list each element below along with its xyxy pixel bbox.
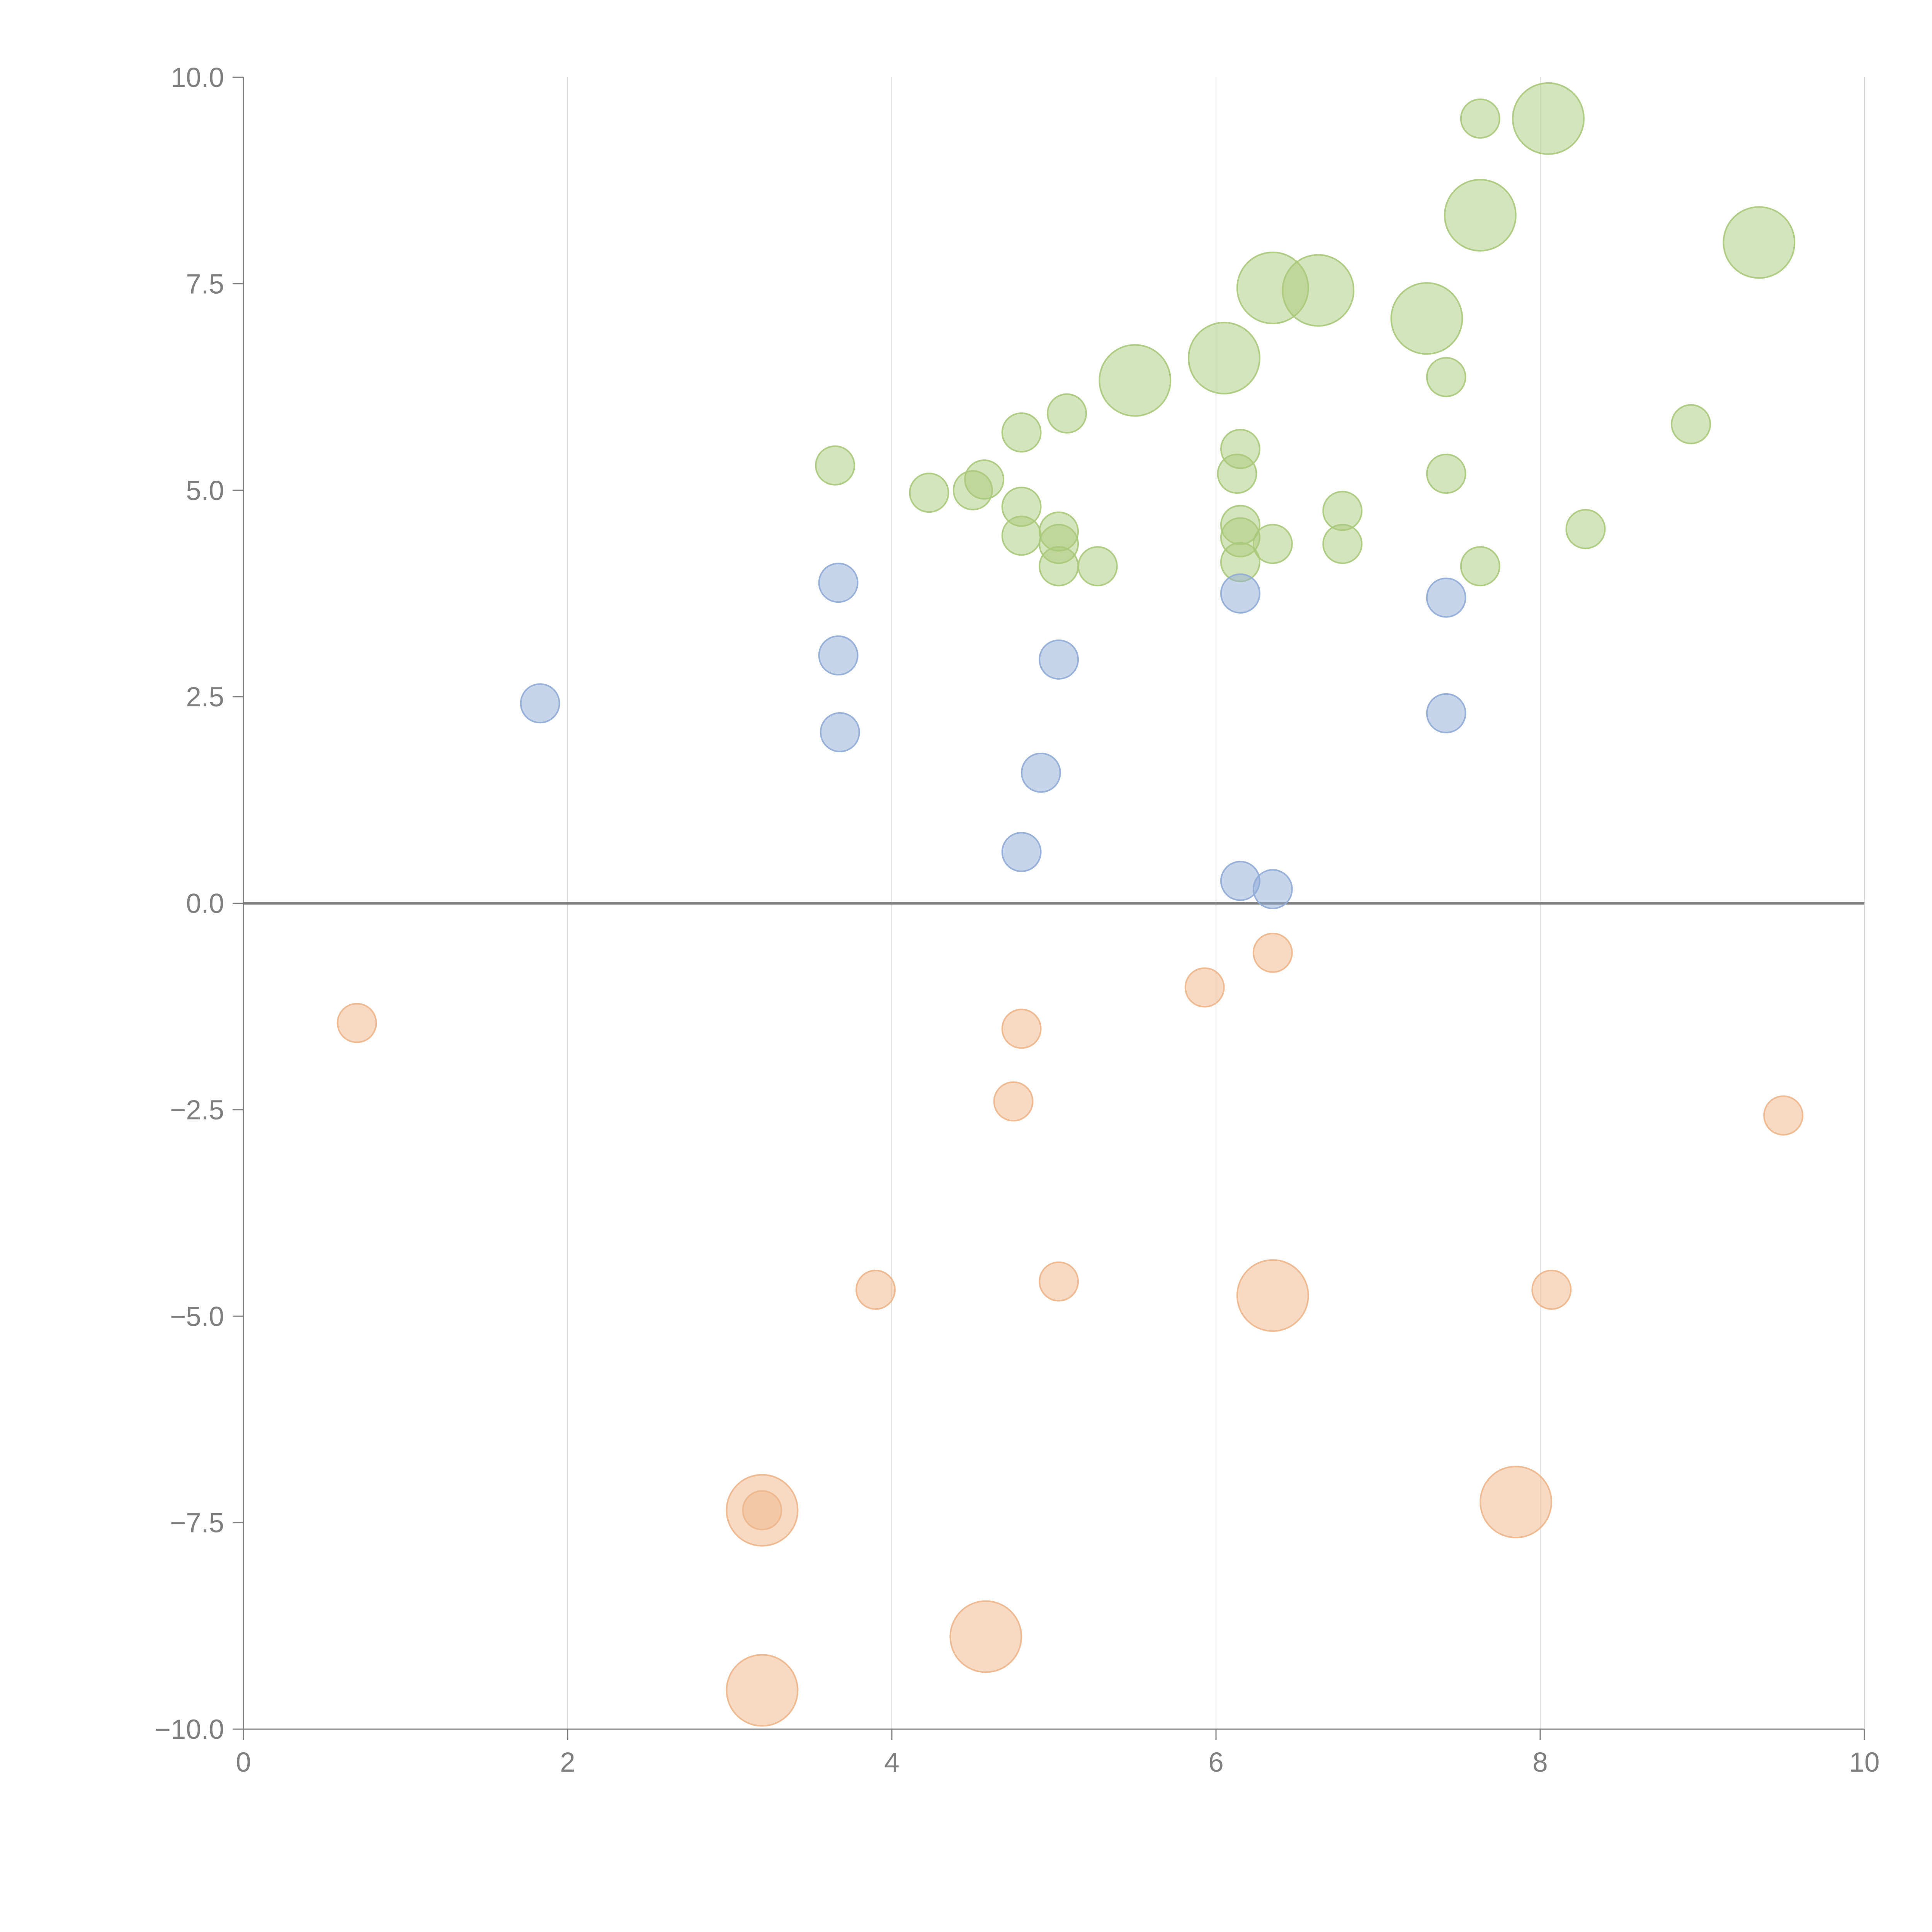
orange-point[interactable] <box>1001 1009 1042 1049</box>
orange-point[interactable] <box>726 1654 799 1727</box>
blue-point[interactable] <box>818 635 859 676</box>
green-point[interactable] <box>1187 321 1260 395</box>
y-tick-label: −5.0 <box>170 1301 224 1332</box>
y-tick-label: −7.5 <box>170 1508 224 1539</box>
series-blue <box>520 563 1466 910</box>
green-point[interactable] <box>1220 429 1260 469</box>
y-tick-label: 10.0 <box>171 63 224 93</box>
green-point[interactable] <box>1671 404 1711 444</box>
x-tick-label: 8 <box>1532 1747 1548 1778</box>
series-orange <box>337 932 1804 1727</box>
x-tick-label: 10 <box>1849 1747 1880 1778</box>
green-point[interactable] <box>1426 454 1466 494</box>
green-point[interactable] <box>1099 344 1172 417</box>
y-tick-label: 0.0 <box>186 889 224 919</box>
orange-point[interactable] <box>1039 1261 1079 1302</box>
green-point[interactable] <box>1390 282 1463 355</box>
orange-point[interactable] <box>1236 1259 1309 1332</box>
y-tick-label: 5.0 <box>186 476 224 506</box>
blue-point[interactable] <box>1039 639 1079 680</box>
y-tick-label: 7.5 <box>186 269 224 299</box>
y-tick-label: −2.5 <box>170 1095 224 1126</box>
green-point[interactable] <box>1444 179 1517 252</box>
series-green <box>815 82 1796 587</box>
y-tick-label: −10.0 <box>155 1714 224 1745</box>
green-point[interactable] <box>1322 524 1363 564</box>
green-point[interactable] <box>964 459 1005 500</box>
x-tick-label: 6 <box>1208 1747 1224 1778</box>
green-point[interactable] <box>1426 357 1466 397</box>
x-tick-label: 0 <box>236 1747 251 1778</box>
green-point[interactable] <box>909 473 949 513</box>
orange-point[interactable] <box>1184 967 1225 1008</box>
blue-point[interactable] <box>1426 693 1466 733</box>
orange-point[interactable] <box>949 1600 1022 1673</box>
green-point[interactable] <box>1512 82 1585 155</box>
green-point[interactable] <box>1460 98 1500 139</box>
green-point[interactable] <box>1001 515 1042 556</box>
blue-point[interactable] <box>818 563 859 603</box>
tick-labels: 0 2 4 6 8 10 −10.0 −7.5 −5.0 −2.5 0.0 2.5 5.0 7.5 10.0 <box>155 63 1879 1778</box>
blue-point[interactable] <box>1001 832 1042 872</box>
data-points <box>337 82 1804 1727</box>
green-point[interactable] <box>1047 393 1087 434</box>
green-point[interactable] <box>1077 546 1118 587</box>
blue-point[interactable] <box>1020 752 1061 793</box>
blue-point[interactable] <box>1252 869 1293 910</box>
green-point[interactable] <box>1282 254 1355 327</box>
orange-point[interactable] <box>1480 1466 1553 1539</box>
orange-point[interactable] <box>1252 932 1293 973</box>
orange-point[interactable] <box>1763 1095 1804 1136</box>
green-point[interactable] <box>1001 412 1042 453</box>
x-tick-label: 2 <box>560 1747 575 1778</box>
orange-point[interactable] <box>855 1269 896 1310</box>
blue-point[interactable] <box>1426 577 1466 618</box>
green-point[interactable] <box>815 445 855 486</box>
green-point[interactable] <box>1039 546 1079 587</box>
green-point[interactable] <box>1723 206 1796 279</box>
blue-point[interactable] <box>820 712 860 753</box>
axes <box>233 77 1865 1740</box>
x-tick-label: 4 <box>884 1747 900 1778</box>
green-point[interactable] <box>1252 524 1293 564</box>
orange-point[interactable] <box>742 1490 782 1531</box>
orange-point[interactable] <box>1531 1269 1572 1310</box>
orange-point[interactable] <box>993 1081 1034 1122</box>
blue-point[interactable] <box>520 683 560 724</box>
green-point[interactable] <box>1460 546 1500 587</box>
blue-point[interactable] <box>1220 573 1260 614</box>
y-tick-label: 2.5 <box>186 682 224 713</box>
orange-point[interactable] <box>337 1003 377 1043</box>
green-point[interactable] <box>1565 509 1606 549</box>
